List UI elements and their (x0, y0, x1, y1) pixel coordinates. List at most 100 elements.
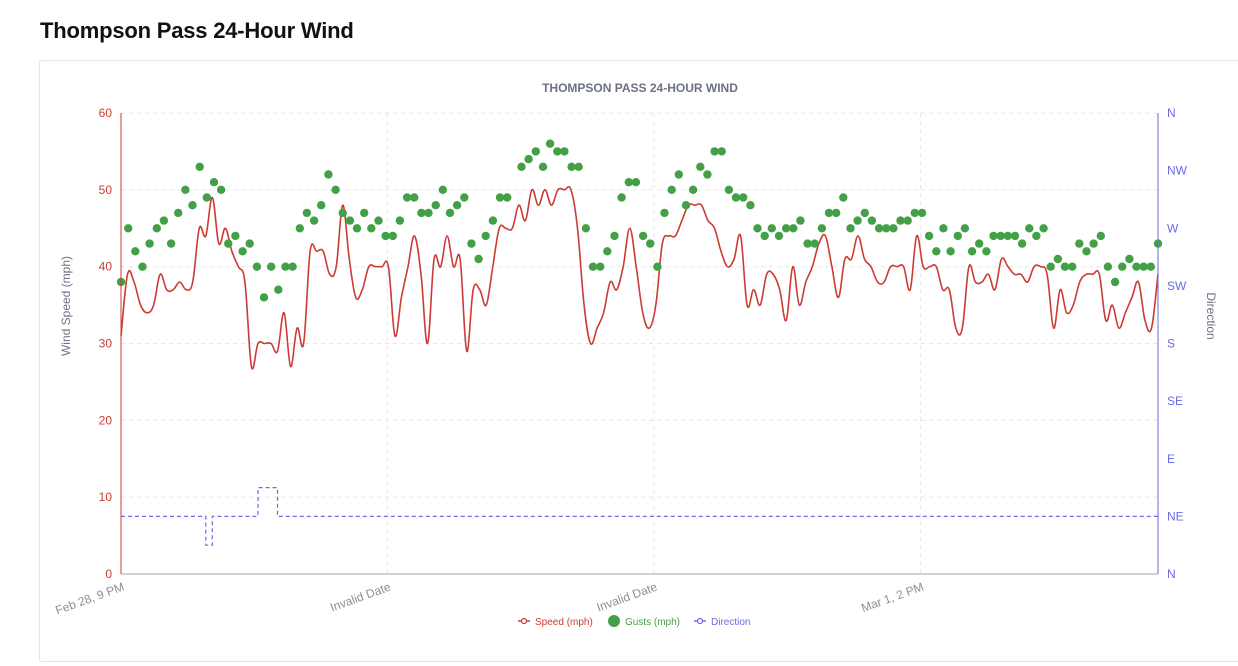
gust-point (667, 185, 676, 194)
gust-point (767, 224, 776, 233)
gust-point (224, 239, 233, 248)
gust-point (281, 262, 290, 271)
y2-tick-label: E (1167, 452, 1175, 466)
y-tick-label: 0 (105, 567, 112, 581)
gust-point (674, 170, 683, 179)
gust-point (703, 170, 712, 179)
gust-point (867, 216, 877, 225)
gust-point (531, 147, 540, 156)
gust-point (781, 224, 791, 233)
gust-point (846, 224, 855, 233)
gust-point (696, 162, 705, 171)
gust-point (288, 262, 297, 271)
gust-point (238, 247, 247, 256)
y2-tick-label: N (1167, 567, 1176, 581)
gust-point (882, 224, 891, 233)
gust-point (402, 193, 412, 202)
gust-point (610, 231, 619, 241)
y-tick-label: 30 (99, 337, 113, 351)
speed-line (120, 185, 1159, 370)
wind-chart: THOMPSON PASS 24-HOUR WIND 0 10 20 30 40 50 60… (54, 81, 1218, 628)
x-tick-label: Feb 28, 9 PM (54, 580, 126, 618)
gust-point (581, 224, 591, 233)
gust-point (817, 224, 827, 233)
gust-point (1053, 254, 1063, 264)
gust-point (417, 208, 426, 218)
gusts-series (116, 139, 1163, 302)
gust-point (302, 208, 312, 218)
y2-tick-label: SW (1167, 279, 1187, 293)
gust-point (1132, 262, 1141, 271)
gust-point (267, 262, 276, 271)
y2-tick-label: S (1167, 337, 1175, 351)
gust-point (1046, 262, 1055, 271)
gust-point (474, 254, 483, 264)
gust-point (596, 262, 605, 271)
gust-point (345, 216, 355, 225)
speed-series (120, 185, 1159, 370)
x-tick-label: Invalid Date (328, 580, 393, 615)
gust-point (824, 208, 834, 218)
gust-point (631, 178, 641, 187)
chart-title: THOMPSON PASS 24-HOUR WIND (542, 81, 738, 95)
gust-point (495, 193, 505, 202)
gust-point (874, 224, 884, 233)
legend-label: Speed (mph) (535, 617, 593, 628)
legend-swatch-dot (696, 617, 704, 625)
gust-point (424, 208, 433, 218)
gust-point (309, 216, 319, 225)
y2-axis-label: Direction (1204, 292, 1218, 339)
gust-point (975, 239, 984, 248)
gust-point (174, 208, 183, 218)
y-tick-label: 60 (99, 106, 113, 120)
gust-point (989, 231, 998, 241)
gust-point (688, 185, 698, 194)
gust-point (467, 239, 476, 248)
gust-point (746, 201, 755, 210)
gust-point (553, 147, 562, 156)
gust-point (331, 185, 340, 194)
x-tick-label: Mar 1, 2 PM (859, 580, 925, 616)
gust-point (753, 224, 762, 233)
gust-point (924, 231, 934, 241)
gust-point (839, 193, 848, 202)
gust-point (996, 231, 1005, 241)
gust-point (166, 239, 176, 248)
gust-point (896, 216, 905, 225)
gust-point (131, 247, 140, 256)
gust-point (710, 147, 719, 156)
gust-point (367, 224, 376, 233)
gust-point (567, 162, 576, 171)
y2-tick-label: N (1167, 106, 1176, 120)
gust-point (324, 170, 333, 179)
y-tick-label: 10 (99, 490, 113, 504)
gust-point (517, 162, 526, 171)
gust-point (832, 208, 841, 218)
gust-point (653, 262, 662, 271)
gust-point (460, 193, 469, 202)
gust-point (445, 208, 455, 218)
gust-point (1025, 224, 1034, 233)
gust-point (660, 208, 669, 218)
gust-point (853, 216, 862, 225)
gust-point (724, 185, 734, 194)
gust-point (1032, 231, 1041, 241)
gust-point (452, 201, 462, 210)
chart-card: THOMPSON PASS 24-HOUR WIND 0 10 20 30 40 50 60… (39, 60, 1238, 662)
gust-point (1139, 262, 1148, 271)
gust-point (1017, 239, 1027, 248)
gust-point (560, 147, 569, 156)
gust-point (438, 185, 447, 194)
gust-point (939, 224, 948, 233)
gust-point (481, 231, 490, 241)
gust-point (889, 224, 898, 233)
gust-point (152, 224, 161, 233)
gust-point (1089, 239, 1098, 248)
gust-point (917, 208, 927, 218)
y-axis-label: Wind Speed (mph) (59, 256, 73, 356)
gust-point (717, 147, 726, 156)
gust-point (1068, 262, 1077, 271)
gust-point (138, 262, 147, 271)
gust-point (810, 239, 819, 248)
gust-point (1146, 262, 1156, 271)
